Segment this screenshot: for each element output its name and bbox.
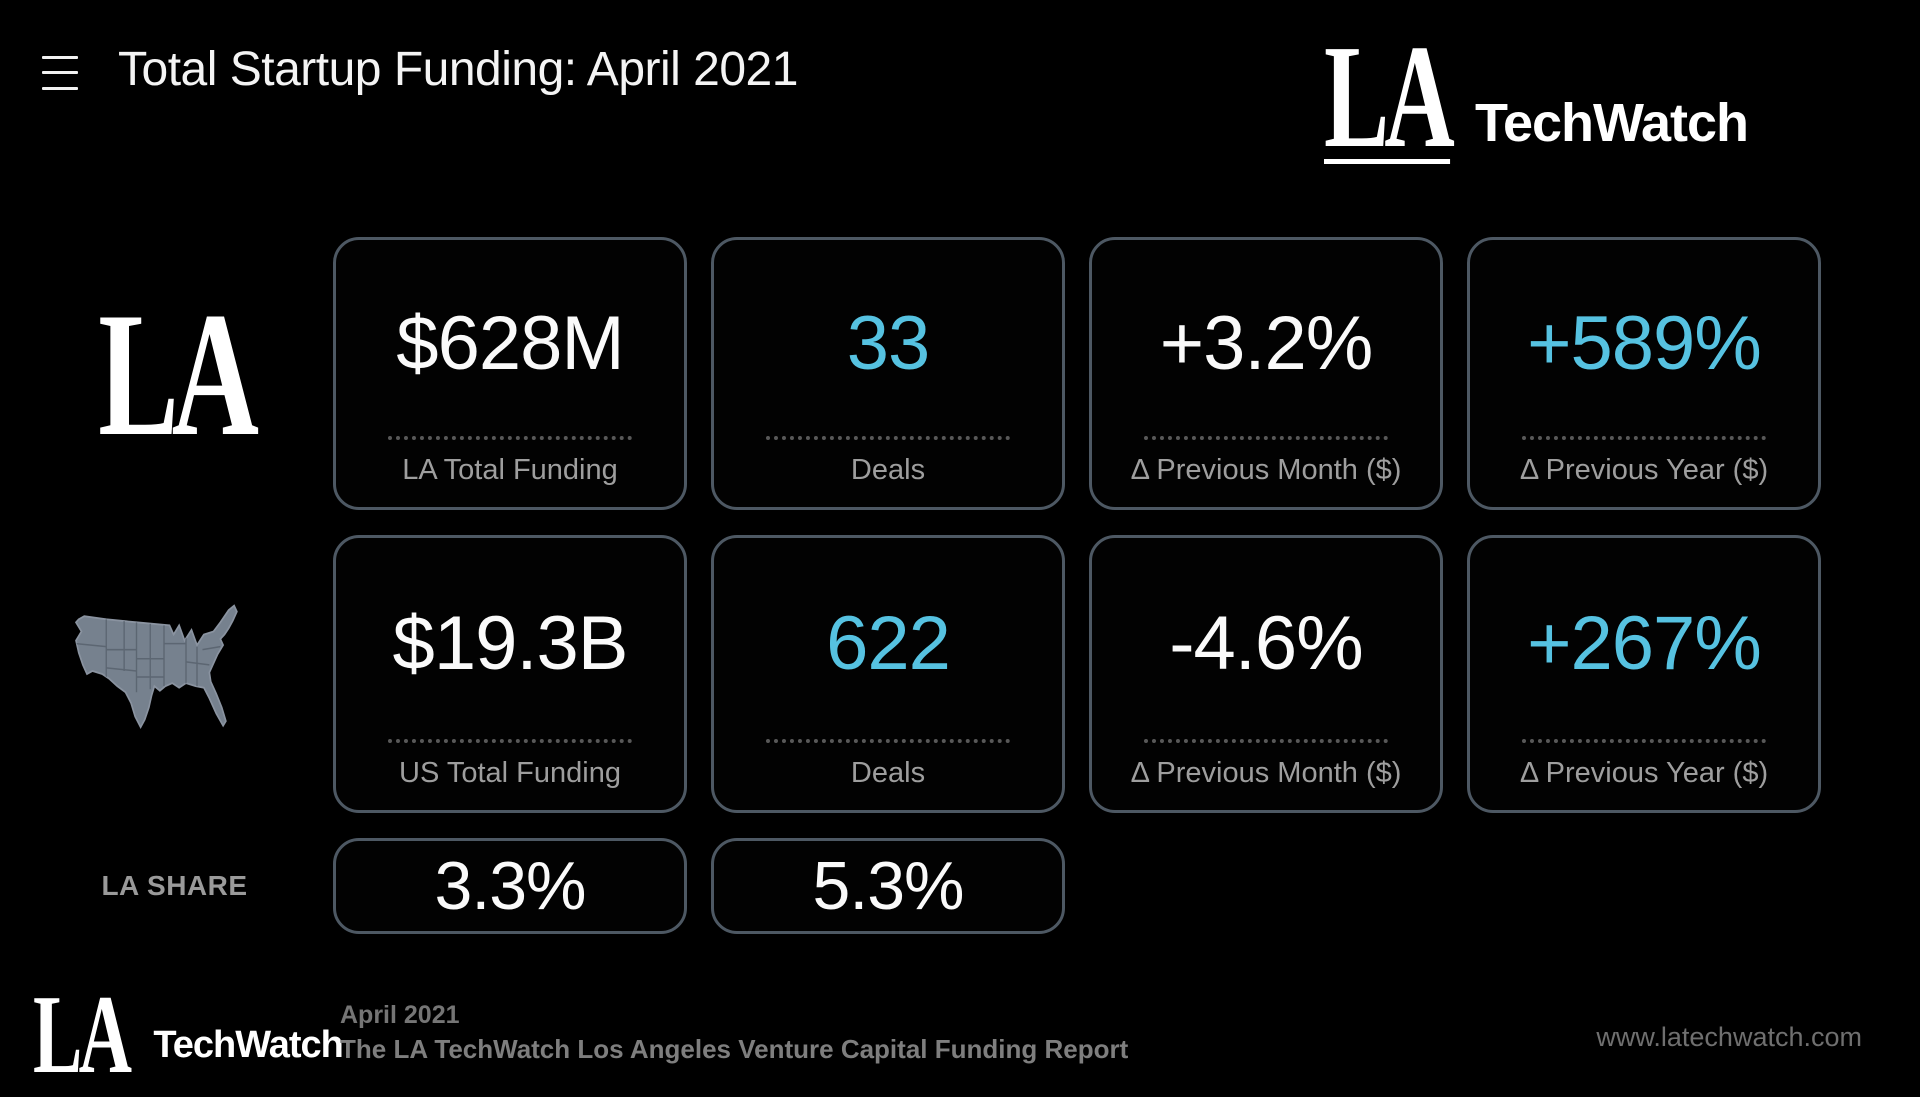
- la-logo-icon: LA: [1324, 15, 1455, 179]
- dotted-divider: [388, 739, 632, 743]
- us-row-icon-cell: [40, 535, 309, 813]
- stat-value: +267%: [1527, 601, 1762, 686]
- footer-url: www.latechwatch.com: [1596, 1022, 1862, 1052]
- menu-icon[interactable]: [42, 56, 78, 91]
- footer-period: April 2021: [340, 1001, 460, 1029]
- stat-value: +589%: [1527, 300, 1762, 386]
- stat-card-us-total-funding: $19.3B US Total Funding: [333, 535, 687, 813]
- stat-value: $19.3B: [392, 601, 629, 686]
- dotted-divider: [388, 436, 632, 440]
- menu-bar: [42, 56, 78, 59]
- brand-name: TechWatch: [1474, 93, 1749, 154]
- stat-card-la-deals: 33 Deals: [711, 237, 1065, 510]
- footer-logo: LA TechWatch: [33, 973, 344, 1097]
- stat-card-la-total-funding: $628M LA Total Funding: [333, 237, 687, 510]
- stat-value: $628M: [396, 300, 624, 386]
- stat-card-us-deals: 622 Deals: [711, 535, 1065, 813]
- stat-card-la-share-funding: 3.3%: [333, 838, 687, 934]
- la-logo-icon: LA: [33, 973, 132, 1097]
- dotted-divider: [1522, 739, 1766, 743]
- stat-label: Δ Previous Month ($): [1130, 454, 1402, 486]
- la-row-icon-cell: LA: [40, 237, 309, 510]
- stat-label: Deals: [850, 454, 926, 486]
- stat-value: -4.6%: [1169, 601, 1364, 686]
- stat-card-la-delta-prev-month: +3.2% Δ Previous Month ($): [1089, 237, 1443, 510]
- stat-card-la-delta-prev-year: +589% Δ Previous Year ($): [1467, 237, 1821, 510]
- footer-report-title: The LA TechWatch Los Angeles Venture Cap…: [340, 1034, 1129, 1064]
- stat-label: Deals: [850, 757, 926, 789]
- stat-label: Δ Previous Year ($): [1519, 757, 1769, 789]
- menu-bar: [42, 87, 78, 90]
- dotted-divider: [1144, 436, 1388, 440]
- stat-card-us-delta-prev-month: -4.6% Δ Previous Month ($): [1089, 535, 1443, 813]
- latechwatch-logo: LA TechWatch: [1324, 15, 1749, 179]
- stat-label: Δ Previous Year ($): [1519, 454, 1769, 486]
- brand-name: TechWatch: [153, 1024, 343, 1067]
- dotted-divider: [1522, 436, 1766, 440]
- page-title: Total Startup Funding: April 2021: [118, 43, 798, 96]
- empty-cell: [1467, 838, 1821, 934]
- stat-card-la-share-deals: 5.3%: [711, 838, 1065, 934]
- la-logo-icon: LA: [97, 274, 259, 473]
- stat-label: US Total Funding: [399, 757, 621, 789]
- la-share-label: LA SHARE: [101, 870, 248, 901]
- dotted-divider: [766, 436, 1010, 440]
- stat-value: 622: [826, 601, 951, 686]
- menu-bar: [42, 71, 78, 74]
- stat-label: LA Total Funding: [402, 454, 618, 486]
- stat-card-us-delta-prev-year: +267% Δ Previous Year ($): [1467, 535, 1821, 813]
- la-share-label-cell: LA SHARE: [40, 838, 309, 934]
- dotted-divider: [1144, 739, 1388, 743]
- stat-value: +3.2%: [1159, 300, 1374, 386]
- stat-value: 5.3%: [812, 848, 965, 924]
- stat-value: 33: [846, 300, 931, 386]
- us-map-icon: [74, 604, 238, 730]
- dotted-divider: [766, 739, 1010, 743]
- stat-value: 3.3%: [434, 848, 587, 924]
- stats-grid: LA $628M LA Total Funding 33 Deals +3.2%…: [40, 237, 1821, 934]
- empty-cell: [1089, 838, 1443, 934]
- footer-text: April 2021 The LA TechWatch Los Angeles …: [340, 1000, 1128, 1065]
- stat-label: Δ Previous Month ($): [1130, 757, 1402, 789]
